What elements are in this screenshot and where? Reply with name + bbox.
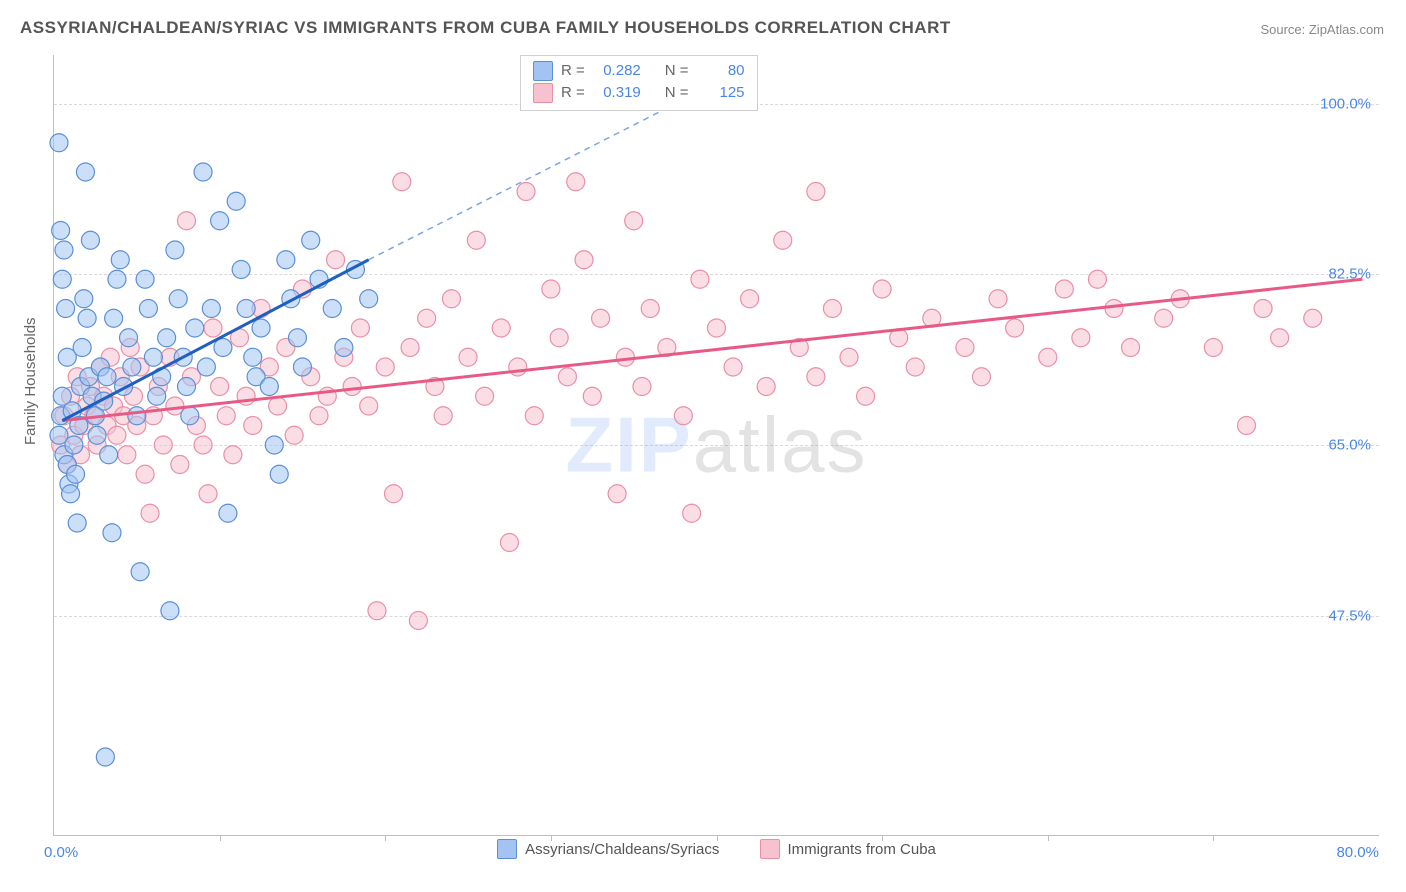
chart-page: ASSYRIAN/CHALDEAN/SYRIAC VS IMMIGRANTS F… [0,0,1406,892]
source-label: Source: ZipAtlas.com [1260,22,1384,37]
stat-r-value: 0.319 [593,82,641,104]
legend-item-blue: Assyrians/Chaldeans/Syriacs [497,839,719,859]
stats-row-pink: R = 0.319 N = 125 [533,82,745,104]
stat-n-value: 80 [697,60,745,82]
stats-row-blue: R = 0.282 N = 80 [533,60,745,82]
legend-label: Immigrants from Cuba [788,841,936,858]
legend-label: Assyrians/Chaldeans/Syriacs [525,841,719,858]
stat-label: N = [665,82,689,104]
stat-n-value: 125 [697,82,745,104]
swatch-icon [497,839,517,859]
series-legend: Assyrians/Chaldeans/Syriacs Immigrants f… [54,839,1379,863]
swatch-icon [533,83,553,103]
swatch-icon [533,61,553,81]
y-axis-title: Family Households [22,317,39,445]
plot-svg [54,55,1379,835]
stat-label: R = [561,82,585,104]
stat-r-value: 0.282 [593,60,641,82]
chart-title: ASSYRIAN/CHALDEAN/SYRIAC VS IMMIGRANTS F… [20,18,951,38]
plot-area: 47.5%65.0%82.5%100.0% 0.0% 80.0% ZIPatla… [53,55,1379,836]
stat-label: N = [665,60,689,82]
swatch-icon [760,839,780,859]
stats-legend: R = 0.282 N = 80 R = 0.319 N = 125 [520,55,758,111]
stat-label: R = [561,60,585,82]
legend-item-pink: Immigrants from Cuba [760,839,936,859]
